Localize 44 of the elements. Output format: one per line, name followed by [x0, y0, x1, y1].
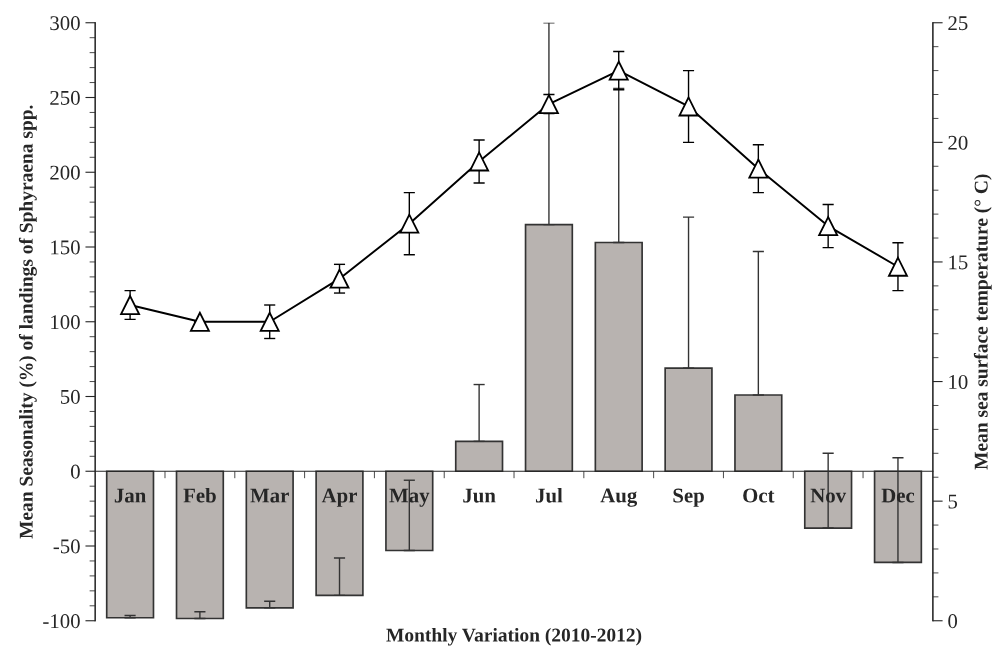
x-tick-label: Jun: [463, 488, 496, 503]
y2-tick-label: 10: [949, 374, 968, 389]
point: [399, 213, 420, 234]
y2-tick-label: 5: [948, 494, 958, 509]
x-tick-label: Jul: [535, 487, 563, 503]
y-tick-label: 50: [60, 389, 80, 404]
y-axis-title: Mean Seasonality (%) of landings of Sphyraena spp.: [18, 105, 37, 539]
point: [469, 151, 490, 172]
x-tick-label: Jan: [114, 488, 146, 503]
y-tick-label: 100: [51, 315, 80, 330]
bar: [245, 470, 294, 609]
bar: [105, 470, 155, 619]
bar: [734, 394, 783, 473]
point: [329, 268, 350, 289]
y-tick-label: 200: [50, 165, 80, 180]
x-tick-label: Oct: [743, 488, 775, 503]
point: [120, 295, 141, 315]
y2-axis-title: Mean sea surface temperature (° C): [973, 174, 992, 470]
x-tick-label: Feb: [183, 487, 216, 503]
point: [818, 216, 839, 237]
y-tick-label: 150: [51, 240, 80, 255]
y2-tick-label: 20: [948, 135, 968, 150]
point: [608, 60, 629, 81]
x-tick-label: Apr: [321, 488, 357, 507]
y2-tick-label: 25: [948, 16, 968, 31]
point: [189, 311, 210, 332]
x-tick-label: Sep: [673, 488, 704, 507]
x-tick-label: Aug: [600, 488, 638, 507]
y-tick-label: 250: [50, 90, 80, 105]
x-tick-label: Mar: [250, 488, 289, 503]
bar: [664, 367, 713, 473]
y2-tick-label: 15: [949, 255, 968, 270]
y-tick-label: 0: [70, 464, 80, 479]
point: [678, 96, 699, 117]
y-tick-label: -100: [43, 614, 80, 629]
point: [888, 256, 908, 277]
bar: [315, 470, 364, 597]
y-tick-label: -50: [53, 539, 80, 554]
y2-tick-label: 0: [948, 614, 958, 629]
point: [259, 311, 280, 332]
bar: [175, 470, 225, 620]
point: [748, 158, 769, 179]
y-tick-label: 300: [50, 16, 80, 31]
x-axis-title: Monthly Variation (2010-2012): [386, 627, 642, 646]
